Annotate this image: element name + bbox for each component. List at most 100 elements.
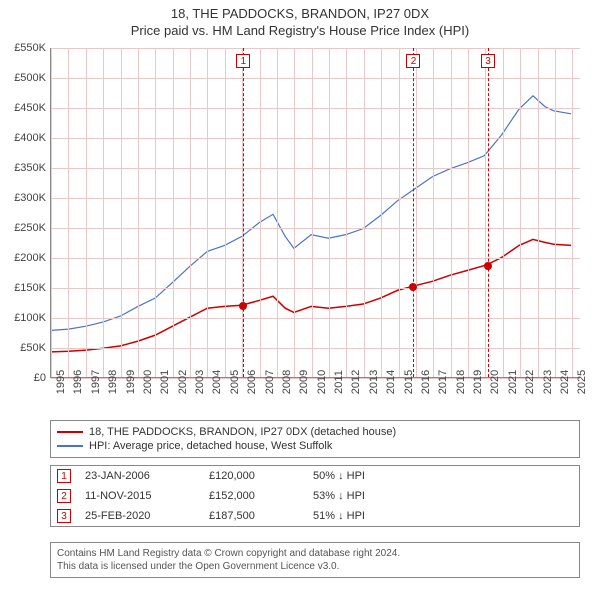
x-axis-label: 1995 bbox=[55, 370, 67, 394]
title-block: 18, THE PADDOCKS, BRANDON, IP27 0DX Pric… bbox=[0, 0, 600, 40]
sales-row: 3 25-FEB-2020 £187,500 51% ↓ HPI bbox=[51, 506, 579, 526]
gridline-horizontal bbox=[51, 258, 580, 259]
gridline-vertical bbox=[173, 48, 174, 377]
y-axis-label: £400K bbox=[2, 132, 46, 144]
gridline-vertical bbox=[416, 48, 417, 377]
gridline-vertical bbox=[190, 48, 191, 377]
gridline-vertical bbox=[520, 48, 521, 377]
y-axis-label: £450K bbox=[2, 102, 46, 114]
y-axis-label: £0 bbox=[2, 372, 46, 384]
sales-row: 1 23-JAN-2006 £120,000 50% ↓ HPI bbox=[51, 466, 579, 486]
gridline-vertical bbox=[260, 48, 261, 377]
title-line-1: 18, THE PADDOCKS, BRANDON, IP27 0DX bbox=[0, 6, 600, 23]
sale-price: £152,000 bbox=[209, 490, 299, 502]
x-axis-label: 2018 bbox=[455, 370, 467, 394]
sale-point bbox=[239, 302, 247, 310]
x-axis-label: 2005 bbox=[229, 370, 241, 394]
sale-delta: 51% ↓ HPI bbox=[313, 510, 573, 522]
legend-item-property: 18, THE PADDOCKS, BRANDON, IP27 0DX (det… bbox=[57, 425, 573, 439]
gridline-vertical bbox=[294, 48, 295, 377]
sale-delta: 53% ↓ HPI bbox=[313, 490, 573, 502]
gridline-vertical bbox=[138, 48, 139, 377]
legend-swatch-hpi bbox=[57, 445, 83, 447]
sale-date: 11-NOV-2015 bbox=[85, 490, 195, 502]
footer: Contains HM Land Registry data © Crown c… bbox=[50, 542, 580, 578]
x-axis-label: 2019 bbox=[472, 370, 484, 394]
gridline-vertical bbox=[433, 48, 434, 377]
y-axis-label: £200K bbox=[2, 252, 46, 264]
x-axis-label: 2013 bbox=[368, 370, 380, 394]
sale-date: 23-JAN-2006 bbox=[85, 470, 195, 482]
gridline-horizontal bbox=[51, 228, 580, 229]
legend-label-property: 18, THE PADDOCKS, BRANDON, IP27 0DX (det… bbox=[89, 426, 396, 438]
chart-plot-area: £0£50K£100K£150K£200K£250K£300K£350K£400… bbox=[50, 48, 580, 378]
y-axis-label: £350K bbox=[2, 162, 46, 174]
gridline-horizontal bbox=[51, 48, 580, 49]
x-axis-label: 2025 bbox=[576, 370, 588, 394]
sale-marker-number: 3 bbox=[481, 54, 495, 68]
gridline-vertical bbox=[381, 48, 382, 377]
gridline-vertical bbox=[103, 48, 104, 377]
sale-number-box: 3 bbox=[57, 509, 71, 523]
sale-marker-number: 2 bbox=[406, 54, 420, 68]
y-axis-label: £250K bbox=[2, 222, 46, 234]
x-axis-label: 2003 bbox=[194, 370, 206, 394]
x-axis-label: 2002 bbox=[177, 370, 189, 394]
sale-date: 25-FEB-2020 bbox=[85, 510, 195, 522]
sale-marker-line bbox=[488, 48, 489, 377]
y-axis-label: £150K bbox=[2, 282, 46, 294]
y-axis-label: £500K bbox=[2, 72, 46, 84]
x-axis-label: 2008 bbox=[281, 370, 293, 394]
sales-row: 2 11-NOV-2015 £152,000 53% ↓ HPI bbox=[51, 486, 579, 506]
gridline-vertical bbox=[399, 48, 400, 377]
legend-label-hpi: HPI: Average price, detached house, West… bbox=[89, 440, 332, 452]
gridline-vertical bbox=[312, 48, 313, 377]
footer-line-2: This data is licensed under the Open Gov… bbox=[57, 560, 573, 573]
gridline-horizontal bbox=[51, 288, 580, 289]
x-axis-label: 1996 bbox=[72, 370, 84, 394]
chart-svg bbox=[51, 48, 580, 377]
gridline-vertical bbox=[503, 48, 504, 377]
y-axis-label: £550K bbox=[2, 42, 46, 54]
sale-price: £120,000 bbox=[209, 470, 299, 482]
gridline-horizontal bbox=[51, 138, 580, 139]
gridline-vertical bbox=[555, 48, 556, 377]
x-axis-label: 2021 bbox=[507, 370, 519, 394]
gridline-horizontal bbox=[51, 348, 580, 349]
sales-table: 1 23-JAN-2006 £120,000 50% ↓ HPI 2 11-NO… bbox=[50, 465, 580, 527]
sale-marker-number: 1 bbox=[236, 54, 250, 68]
gridline-vertical bbox=[329, 48, 330, 377]
x-axis-label: 2014 bbox=[385, 370, 397, 394]
sale-delta: 50% ↓ HPI bbox=[313, 470, 573, 482]
x-axis-label: 2010 bbox=[316, 370, 328, 394]
gridline-vertical bbox=[225, 48, 226, 377]
y-axis-label: £100K bbox=[2, 312, 46, 324]
gridline-horizontal bbox=[51, 198, 580, 199]
gridline-vertical bbox=[68, 48, 69, 377]
chart-container: 18, THE PADDOCKS, BRANDON, IP27 0DX Pric… bbox=[0, 0, 600, 590]
x-axis-label: 1998 bbox=[107, 370, 119, 394]
legend-item-hpi: HPI: Average price, detached house, West… bbox=[57, 439, 573, 453]
gridline-vertical bbox=[364, 48, 365, 377]
x-axis-label: 2006 bbox=[246, 370, 258, 394]
sale-marker-line bbox=[413, 48, 414, 377]
legend: 18, THE PADDOCKS, BRANDON, IP27 0DX (det… bbox=[50, 420, 580, 458]
gridline-horizontal bbox=[51, 168, 580, 169]
gridline-vertical bbox=[86, 48, 87, 377]
x-axis-label: 2009 bbox=[298, 370, 310, 394]
x-axis-label: 2020 bbox=[489, 370, 501, 394]
x-axis-label: 2022 bbox=[524, 370, 536, 394]
gridline-vertical bbox=[572, 48, 573, 377]
gridline-vertical bbox=[538, 48, 539, 377]
legend-swatch-property bbox=[57, 431, 83, 433]
title-line-2: Price paid vs. HM Land Registry's House … bbox=[0, 23, 600, 40]
sale-price: £187,500 bbox=[209, 510, 299, 522]
sale-number-box: 1 bbox=[57, 469, 71, 483]
gridline-vertical bbox=[277, 48, 278, 377]
x-axis-label: 2023 bbox=[542, 370, 554, 394]
x-axis-label: 2001 bbox=[159, 370, 171, 394]
sale-number-box: 2 bbox=[57, 489, 71, 503]
x-axis-label: 2016 bbox=[420, 370, 432, 394]
gridline-vertical bbox=[51, 48, 52, 377]
x-axis-label: 2012 bbox=[350, 370, 362, 394]
